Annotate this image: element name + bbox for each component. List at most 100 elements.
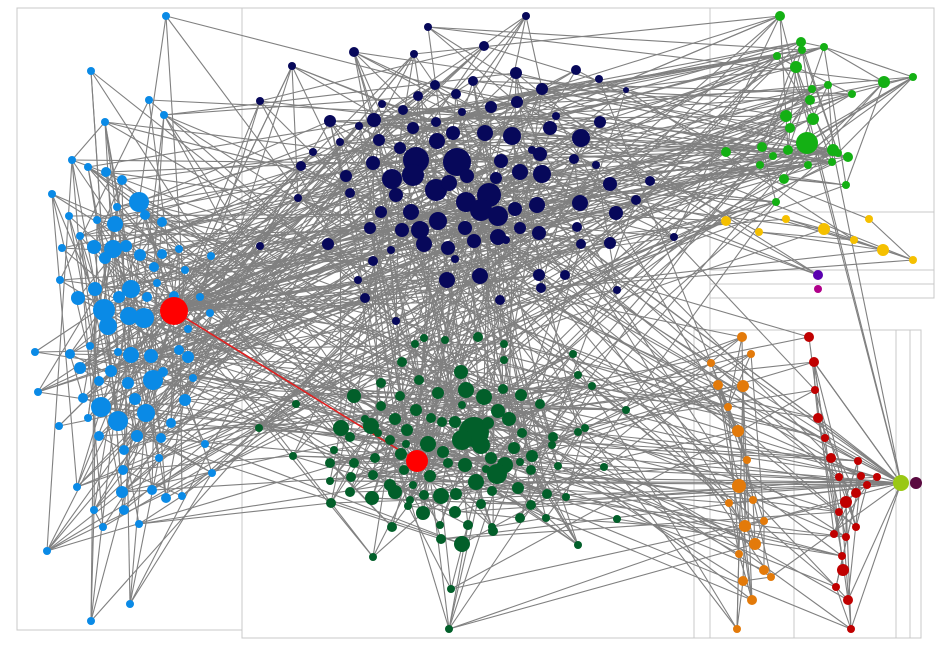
node-red[interactable] xyxy=(809,357,819,367)
node-darkgreen[interactable] xyxy=(454,365,468,379)
node-lightblue[interactable] xyxy=(122,377,134,389)
node-navy[interactable] xyxy=(604,237,616,249)
node-red[interactable] xyxy=(852,523,860,531)
node-lightblue[interactable] xyxy=(189,374,197,382)
node-darkgreen[interactable] xyxy=(411,340,419,348)
node-navy[interactable] xyxy=(389,188,403,202)
node-lightblue[interactable] xyxy=(129,192,149,212)
node-lightblue[interactable] xyxy=(93,299,115,321)
node-lightblue[interactable] xyxy=(68,156,76,164)
node-green[interactable] xyxy=(796,132,818,154)
node-orange[interactable] xyxy=(767,573,775,581)
node-navy[interactable] xyxy=(532,226,546,240)
node-navy[interactable] xyxy=(490,229,506,245)
node-lightblue[interactable] xyxy=(84,163,92,171)
node-lightblue[interactable] xyxy=(71,291,85,305)
node-navy[interactable] xyxy=(443,148,471,176)
node-lightblue[interactable] xyxy=(91,397,111,417)
node-lightblue[interactable] xyxy=(181,266,189,274)
node-navy[interactable] xyxy=(446,126,460,140)
node-lightblue[interactable] xyxy=(58,244,66,252)
node-darkgreen[interactable] xyxy=(345,432,355,442)
node-navy[interactable] xyxy=(592,161,600,169)
node-orange[interactable] xyxy=(737,380,749,392)
node-navy[interactable] xyxy=(349,47,359,57)
node-lightblue[interactable] xyxy=(65,349,75,359)
node-navy[interactable] xyxy=(571,65,581,75)
node-lightblue[interactable] xyxy=(118,465,128,475)
node-navy[interactable] xyxy=(368,256,378,266)
node-navy[interactable] xyxy=(394,142,406,154)
node-lightblue[interactable] xyxy=(84,414,92,422)
node-darkgreen[interactable] xyxy=(574,541,582,549)
node-lightblue[interactable] xyxy=(114,348,122,356)
node-navy[interactable] xyxy=(355,122,363,130)
node-red[interactable] xyxy=(830,530,838,538)
node-lightblue[interactable] xyxy=(99,317,117,335)
node-lightblue[interactable] xyxy=(162,12,170,20)
node-lightblue[interactable] xyxy=(142,292,152,302)
node-lightblue[interactable] xyxy=(113,291,125,303)
node-darkgreen[interactable] xyxy=(330,446,338,454)
node-navy[interactable] xyxy=(511,96,523,108)
node-lightblue[interactable] xyxy=(101,118,109,126)
node-lightblue[interactable] xyxy=(48,190,56,198)
node-navy[interactable] xyxy=(670,233,678,241)
node-green[interactable] xyxy=(805,95,815,105)
node-lightblue[interactable] xyxy=(140,210,150,220)
node-lightblue[interactable] xyxy=(134,249,146,261)
node-navy[interactable] xyxy=(569,154,579,164)
node-darkgreen[interactable] xyxy=(476,499,486,509)
node-navy[interactable] xyxy=(533,269,545,281)
node-darkgreen[interactable] xyxy=(365,491,379,505)
node-red[interactable] xyxy=(863,481,871,489)
node-navy[interactable] xyxy=(495,295,505,305)
node-red[interactable] xyxy=(804,332,814,342)
node-navy[interactable] xyxy=(576,239,586,249)
node-darkgreen[interactable] xyxy=(498,384,508,394)
node-lightblue[interactable] xyxy=(147,485,157,495)
highlighted-node-hub-a[interactable] xyxy=(160,297,188,325)
node-navy[interactable] xyxy=(395,223,409,237)
node-navy[interactable] xyxy=(533,147,547,161)
node-navy[interactable] xyxy=(468,76,478,86)
node-darkgreen[interactable] xyxy=(387,522,397,532)
node-lightblue[interactable] xyxy=(156,433,166,443)
node-navy[interactable] xyxy=(340,170,352,182)
node-lightblue[interactable] xyxy=(93,216,101,224)
node-darkgreen[interactable] xyxy=(473,332,483,342)
node-lightblue[interactable] xyxy=(157,217,167,227)
node-orange[interactable] xyxy=(737,332,747,342)
node-orange[interactable] xyxy=(743,456,751,464)
node-darkgreen[interactable] xyxy=(374,429,382,437)
node-navy[interactable] xyxy=(429,133,445,149)
node-navy[interactable] xyxy=(451,89,461,99)
node-lightblue[interactable] xyxy=(107,216,123,232)
node-darkgreen[interactable] xyxy=(449,506,461,518)
node-darkgreen[interactable] xyxy=(289,452,297,460)
node-navy[interactable] xyxy=(367,113,381,127)
node-red[interactable] xyxy=(835,473,843,481)
node-navy[interactable] xyxy=(488,206,508,226)
node-lightblue[interactable] xyxy=(99,523,107,531)
node-lime[interactable] xyxy=(893,475,909,491)
node-lightblue[interactable] xyxy=(117,175,127,185)
node-darkgreen[interactable] xyxy=(369,553,377,561)
node-darkgreen[interactable] xyxy=(491,404,505,418)
node-navy[interactable] xyxy=(572,129,590,147)
node-navy[interactable] xyxy=(529,197,545,213)
node-darkgreen[interactable] xyxy=(385,435,395,445)
node-lightblue[interactable] xyxy=(90,506,98,514)
node-navy[interactable] xyxy=(402,164,424,186)
node-darkgreen[interactable] xyxy=(613,515,621,523)
node-darkgreen[interactable] xyxy=(416,506,430,520)
node-green[interactable] xyxy=(769,152,777,160)
node-red[interactable] xyxy=(854,457,862,465)
node-lightblue[interactable] xyxy=(137,404,155,422)
node-darkgreen[interactable] xyxy=(376,378,386,388)
node-lightblue[interactable] xyxy=(182,351,194,363)
node-navy[interactable] xyxy=(392,317,400,325)
node-navy[interactable] xyxy=(413,91,423,101)
node-navy[interactable] xyxy=(296,161,306,171)
node-darkgreen[interactable] xyxy=(433,488,449,504)
